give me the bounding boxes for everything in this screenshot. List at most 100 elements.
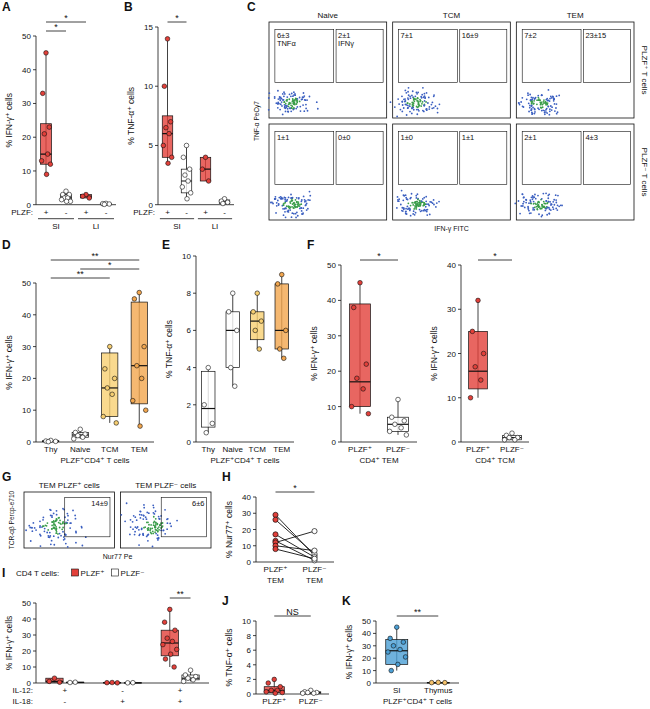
event-dot: [540, 106, 542, 108]
event-dot: [424, 96, 426, 98]
event-dot: [406, 114, 408, 116]
event-dot: [533, 102, 535, 104]
event-dot: [419, 99, 421, 101]
event-dot: [544, 113, 546, 115]
event-dot: [417, 193, 419, 195]
event-dot: [522, 193, 524, 195]
point: [139, 376, 144, 381]
event-dot: [280, 103, 282, 105]
point: [107, 202, 112, 207]
event-dot: [545, 192, 547, 194]
point: [138, 424, 143, 429]
event-dot: [534, 109, 536, 111]
event-dot: [415, 197, 417, 199]
event-dot: [64, 538, 66, 540]
row-label: PLZF⁺ T cells: [640, 46, 649, 95]
event-dot: [538, 213, 540, 215]
event-dot: [294, 205, 296, 207]
event-dot: [424, 100, 426, 102]
event-dot: [549, 201, 551, 203]
event-dot: [420, 96, 422, 98]
pair-line: [276, 549, 315, 559]
event-dot: [153, 516, 155, 518]
event-dot: [153, 522, 155, 524]
category-label: TCM: [249, 445, 267, 454]
event-dot: [424, 97, 426, 99]
point: [394, 625, 399, 630]
event-dot: [46, 532, 48, 534]
event-dot: [62, 531, 64, 533]
event-dot: [555, 202, 557, 204]
event-dot: [403, 107, 405, 109]
event-dot: [414, 95, 416, 97]
x-axis-label: PLZF:: [11, 208, 33, 217]
event-dot: [518, 102, 520, 104]
event-dot: [58, 517, 60, 519]
event-dot: [276, 202, 278, 204]
event-dot: [541, 206, 543, 208]
event-dot: [538, 206, 540, 208]
event-dot: [548, 100, 550, 102]
event-dot: [428, 96, 430, 98]
gate: [522, 132, 581, 185]
event-dot: [548, 89, 550, 91]
group-label: SI: [52, 222, 60, 231]
event-dot: [278, 204, 280, 206]
event-dot: [555, 194, 557, 196]
significance-label: **: [77, 269, 85, 279]
event-dot: [537, 107, 539, 109]
event-dot: [302, 213, 304, 215]
event-dot: [296, 201, 298, 203]
event-dot: [523, 201, 525, 203]
event-dot: [543, 206, 545, 208]
flow-plot: [516, 22, 634, 118]
event-dot: [146, 518, 148, 520]
event-dot: [423, 197, 425, 199]
event-dot: [541, 104, 543, 106]
event-dot: [293, 207, 295, 209]
event-dot: [146, 536, 148, 538]
x-axis: [341, 442, 417, 443]
y-axis: [376, 621, 377, 683]
event-dot: [422, 110, 424, 112]
point: [107, 344, 112, 349]
event-dot: [426, 109, 428, 111]
point: [311, 691, 316, 696]
event-dot: [293, 205, 295, 207]
event-dot: [299, 97, 301, 99]
point: [87, 196, 92, 201]
event-dot: [412, 96, 414, 98]
event-dot: [537, 205, 539, 207]
event-dot: [522, 203, 524, 205]
point: [366, 411, 371, 416]
event-dot: [419, 200, 421, 202]
y-tick-label: 30: [22, 631, 31, 640]
point: [186, 179, 191, 184]
event-dot: [151, 527, 153, 529]
event-dot: [65, 543, 67, 545]
gate-value: 2±1: [524, 133, 536, 142]
event-dot: [422, 198, 424, 200]
event-dot: [419, 101, 421, 103]
event-dot: [50, 543, 52, 545]
event-dot: [49, 509, 51, 511]
event-dot: [555, 107, 557, 109]
y-tick: [373, 658, 376, 659]
event-dot: [423, 204, 425, 206]
event-dot: [403, 208, 405, 210]
point: [184, 143, 189, 148]
y-tick-label: 10: [447, 394, 456, 403]
event-dot: [529, 199, 531, 201]
event-dot: [28, 525, 30, 527]
event-dot: [397, 196, 399, 198]
event-dot: [533, 201, 535, 203]
event-dot: [410, 215, 412, 217]
y-tick: [338, 406, 341, 407]
event-dot: [435, 206, 437, 208]
point: [273, 691, 278, 696]
y-tick-label: 2: [187, 401, 192, 410]
event-dot: [431, 102, 433, 104]
event-dot: [423, 105, 425, 107]
event-dot: [282, 99, 284, 101]
point: [349, 404, 354, 409]
